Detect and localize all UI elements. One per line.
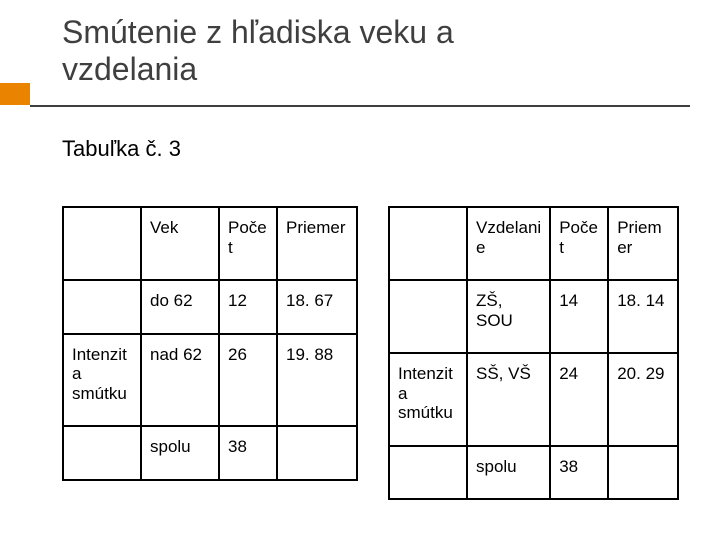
table-cell: 20. 29 [608,353,678,446]
accent-bar [0,83,30,105]
title-line-2: vzdelania [62,51,197,87]
table-cell: 18. 14 [608,280,678,353]
table-cell: 14 [550,280,608,353]
title-underline [30,105,690,107]
table-cell: ZŠ, SOU [467,280,550,353]
row-label: Intenzit a smútku [63,334,141,427]
table-cell [277,426,357,480]
table-header: Priem er [608,207,678,280]
table-cell [63,280,141,334]
page-title: Smútenie z hľadiska veku a vzdelania [62,14,454,88]
table-header: Poče t [219,207,277,280]
table-cell [389,207,467,280]
table-row: Intenzit a smútku nad 62 26 19. 88 [63,334,357,427]
table-cell: do 62 [141,280,219,334]
row-label: Intenzit a smútku [389,353,467,446]
table-cell: SŠ, VŠ [467,353,550,446]
table-cell [608,446,678,500]
table-cell: spolu [467,446,550,500]
table-cell: 12 [219,280,277,334]
table-cell: 19. 88 [277,334,357,427]
table-header: Vek [141,207,219,280]
table-header: Poče t [550,207,608,280]
table-caption: Tabuľka č. 3 [62,136,181,162]
table-cell: nad 62 [141,334,219,427]
table-right: Vzdelani e Poče t Priem er ZŠ, SOU 14 18… [388,206,679,500]
table-cell [63,207,141,280]
table-row: spolu 38 [389,446,678,500]
table-cell: 38 [219,426,277,480]
table-header: Priemer [277,207,357,280]
table-row: do 62 12 18. 67 [63,280,357,334]
table-cell: 38 [550,446,608,500]
table-cell: spolu [141,426,219,480]
table-cell: 18. 67 [277,280,357,334]
table-cell: 26 [219,334,277,427]
table-cell: 24 [550,353,608,446]
table-row: Vek Poče t Priemer [63,207,357,280]
table-row: Vzdelani e Poče t Priem er [389,207,678,280]
table-row: Intenzit a smútku SŠ, VŠ 24 20. 29 [389,353,678,446]
table-cell [389,446,467,500]
table-row: ZŠ, SOU 14 18. 14 [389,280,678,353]
title-line-1: Smútenie z hľadiska veku a [62,14,454,50]
table-cell [63,426,141,480]
table-row: spolu 38 [63,426,357,480]
table-cell [389,280,467,353]
table-header: Vzdelani e [467,207,550,280]
table-left: Vek Poče t Priemer do 62 12 18. 67 Inten… [62,206,358,481]
